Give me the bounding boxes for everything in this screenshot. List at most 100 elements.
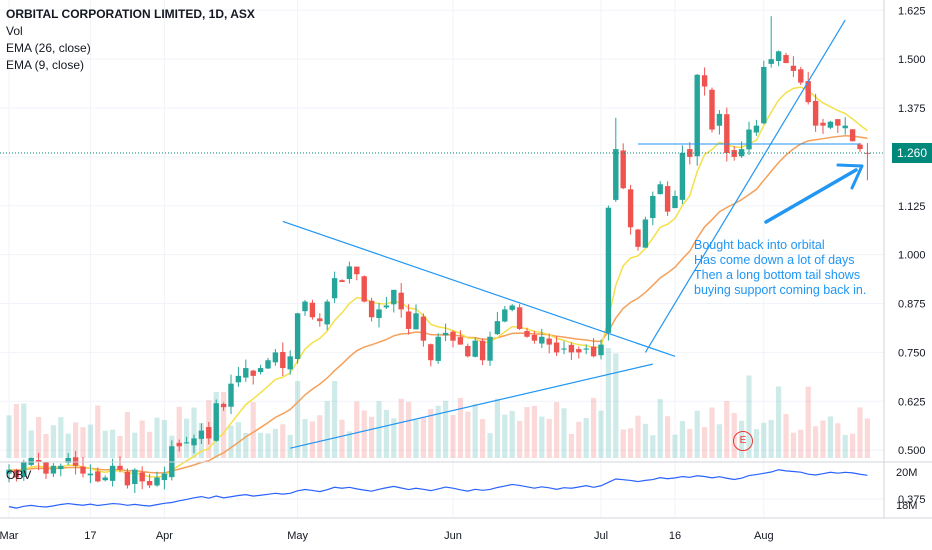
x-tick-label: Aug <box>754 530 774 542</box>
trendlines <box>282 19 860 449</box>
candle-body <box>598 344 604 356</box>
y-tick-label: 1.500 <box>898 54 926 66</box>
candle-body <box>494 321 501 335</box>
candle <box>672 190 678 209</box>
candle <box>613 117 619 202</box>
candle-body <box>176 442 182 447</box>
candle <box>272 348 279 366</box>
candle <box>220 402 227 411</box>
candle <box>235 366 242 387</box>
obv-tick-label: 20M <box>896 467 917 479</box>
volume-bar <box>568 434 574 458</box>
candle-body <box>420 316 427 341</box>
volume-bar <box>768 419 774 458</box>
y-tick-label: 0.625 <box>898 396 926 408</box>
arrow-head <box>836 163 864 190</box>
candle-body <box>502 309 508 322</box>
candle <box>509 304 515 312</box>
candle <box>635 228 641 251</box>
candle-body <box>6 469 12 474</box>
volume-bar <box>842 434 848 458</box>
candle-body <box>553 342 560 353</box>
volume-bar <box>332 381 338 458</box>
y-tick-label: 0.500 <box>898 445 926 457</box>
candle <box>546 333 552 354</box>
candle-body <box>161 473 168 481</box>
volume-bar <box>228 425 234 458</box>
volume-bar <box>583 418 589 458</box>
candle <box>294 312 301 364</box>
candle <box>161 466 168 490</box>
candle <box>302 300 308 316</box>
volume-bar <box>317 415 323 458</box>
candle <box>457 330 464 345</box>
candle <box>6 464 12 483</box>
candle-body <box>183 442 190 444</box>
volume-bar <box>620 429 626 458</box>
volume-bar <box>132 432 138 458</box>
candle <box>368 297 375 322</box>
candle <box>317 313 323 327</box>
trendline <box>290 363 653 449</box>
legend-ema9: EMA (9, close) <box>6 58 85 72</box>
candle <box>183 436 190 444</box>
volume-bar <box>650 435 656 458</box>
volume-bar <box>642 423 648 458</box>
candle <box>206 421 212 445</box>
candle-body <box>339 280 345 283</box>
candle <box>228 374 234 415</box>
candle-body <box>80 466 86 474</box>
candle-body <box>472 340 478 357</box>
volume-bar <box>820 420 826 458</box>
candle <box>812 93 819 132</box>
candle-body <box>146 480 153 486</box>
candle <box>479 338 486 366</box>
candle-body <box>235 375 242 383</box>
x-tick-label: Apr <box>156 530 173 542</box>
candle-body <box>775 51 782 62</box>
candle <box>827 120 834 130</box>
candle-body <box>391 289 397 305</box>
candle <box>820 118 826 134</box>
volume-bar <box>361 410 367 458</box>
candle-body <box>465 345 471 357</box>
obv-label: OBV <box>6 468 32 482</box>
candle-body <box>361 276 367 302</box>
volume-bar <box>702 427 708 458</box>
candle-body <box>664 186 671 212</box>
candle <box>50 463 57 477</box>
candle-body <box>428 344 434 361</box>
volume-bar <box>613 353 619 458</box>
candle-body <box>198 430 205 439</box>
x-tick-label: Jun <box>444 530 462 542</box>
arrow-shaft <box>764 168 858 224</box>
candle-body <box>58 465 64 470</box>
candle <box>864 143 871 181</box>
volume-bar <box>258 432 264 458</box>
volume-bar <box>687 428 693 458</box>
volume-bar <box>346 431 352 458</box>
candle-body <box>117 465 123 470</box>
y-tick-label: 0.750 <box>898 347 926 359</box>
candle <box>339 279 345 283</box>
candle-body <box>724 114 730 153</box>
candle <box>487 331 493 366</box>
volume-bar <box>605 348 611 458</box>
earnings-marker[interactable]: E <box>733 431 753 451</box>
candle <box>354 266 360 281</box>
y-tick-label: 1.375 <box>898 103 926 115</box>
volume-bar <box>265 433 271 458</box>
candle-body <box>43 462 49 474</box>
volume-bar <box>539 416 545 458</box>
candle <box>442 323 449 342</box>
candle <box>598 339 604 360</box>
candle-body <box>124 471 131 486</box>
volume-bar <box>724 401 730 458</box>
candle-body <box>849 129 856 142</box>
annotation-text: Bought back into orbital Has come down a… <box>694 238 866 298</box>
volume-bar <box>561 408 567 458</box>
volume-bar <box>369 416 375 458</box>
volume-bar <box>502 414 508 458</box>
candle-body <box>516 307 523 329</box>
